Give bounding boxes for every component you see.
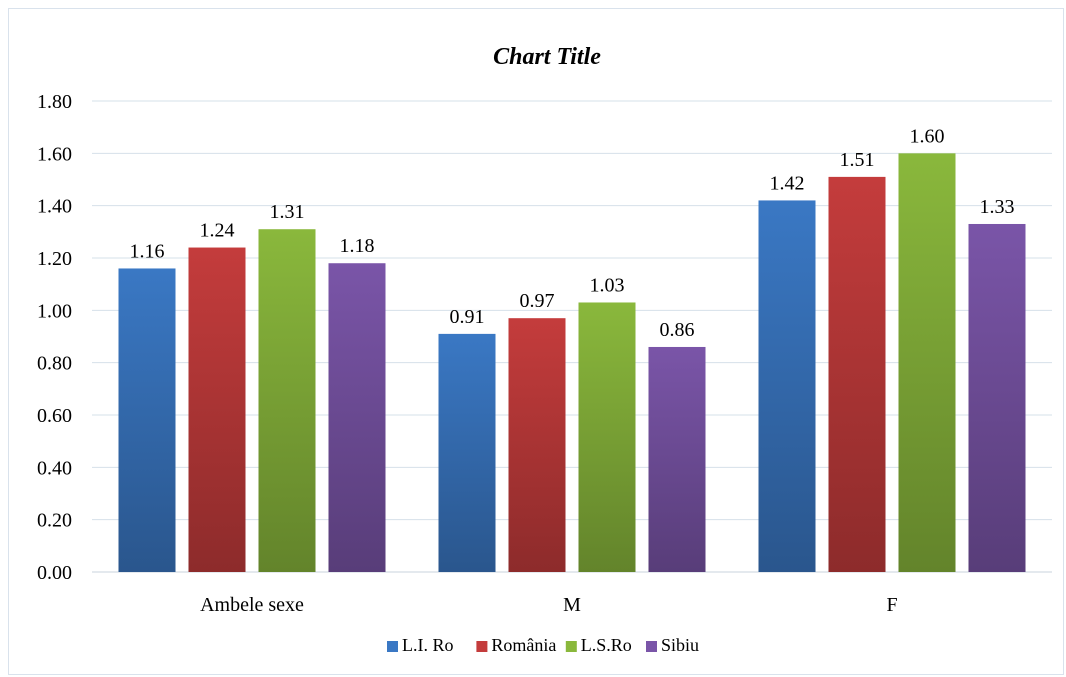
data-label: 1.42: [770, 172, 805, 194]
x-category-label: F: [886, 594, 897, 616]
y-tick-label: 0.60: [37, 405, 72, 427]
legend-label: L.I. Ro: [402, 635, 454, 655]
y-axis: 0.00 0.20 0.40 0.60 0.80 1.00 1.20 1.40 1.60 1.80: [37, 91, 72, 584]
x-axis: Ambele sexe M F: [200, 594, 897, 616]
gridlines: [92, 100, 1052, 573]
bar-l-s-ro: [258, 229, 316, 572]
x-category-label: Ambele sexe: [200, 594, 304, 616]
legend-label: L.S.Ro: [581, 635, 632, 655]
data-label: 1.16: [130, 240, 165, 262]
data-label: 1.18: [340, 235, 375, 257]
data-label: 1.03: [590, 274, 625, 296]
data-labels: 1.16 1.24 1.31 1.18 0.91 0.97 1.03 0.86 1.42 1.51…: [130, 125, 1015, 341]
data-label: 0.86: [660, 319, 695, 341]
bar-l-i-ro: [758, 200, 816, 572]
y-tick-label: 1.00: [37, 300, 72, 322]
legend-swatch: [646, 641, 657, 652]
bar-l-s-ro: [898, 153, 956, 573]
bar-rom-nia: [828, 176, 886, 572]
y-tick-label: 1.20: [37, 248, 72, 270]
bar-l-s-ro: [578, 302, 636, 572]
chart-title: Chart Title: [493, 44, 601, 70]
data-label: 1.60: [910, 125, 945, 147]
y-tick-label: 0.20: [37, 510, 72, 532]
bar-rom-nia: [508, 318, 566, 572]
bars: [118, 153, 1026, 573]
bar-rom-nia: [188, 247, 246, 573]
data-label: 0.91: [450, 306, 485, 328]
bar-l-i-ro: [438, 333, 496, 572]
x-category-label: M: [563, 594, 581, 616]
bar-sibiu: [968, 223, 1026, 572]
data-label: 1.51: [840, 149, 875, 171]
y-tick-label: 1.40: [37, 196, 72, 218]
legend-swatch: [565, 641, 577, 652]
bar-l-i-ro: [118, 268, 176, 572]
legend-label: România: [491, 635, 556, 655]
legend-swatch: [476, 641, 488, 652]
legend: L.I. Ro România L.S.Ro Sibiu: [387, 635, 699, 655]
data-label: 1.33: [980, 196, 1015, 218]
bar-sibiu: [328, 263, 386, 572]
data-label: 0.97: [520, 290, 555, 312]
y-tick-label: 0.00: [37, 562, 72, 584]
data-label: 1.31: [270, 201, 305, 223]
y-tick-label: 1.60: [37, 143, 72, 165]
bar-sibiu: [648, 346, 706, 572]
data-label: 1.24: [200, 220, 235, 242]
legend-label: Sibiu: [661, 635, 699, 655]
y-tick-label: 1.80: [37, 91, 72, 113]
y-tick-label: 0.40: [37, 457, 72, 479]
y-tick-label: 0.80: [37, 353, 72, 375]
legend-swatch: [387, 641, 398, 652]
